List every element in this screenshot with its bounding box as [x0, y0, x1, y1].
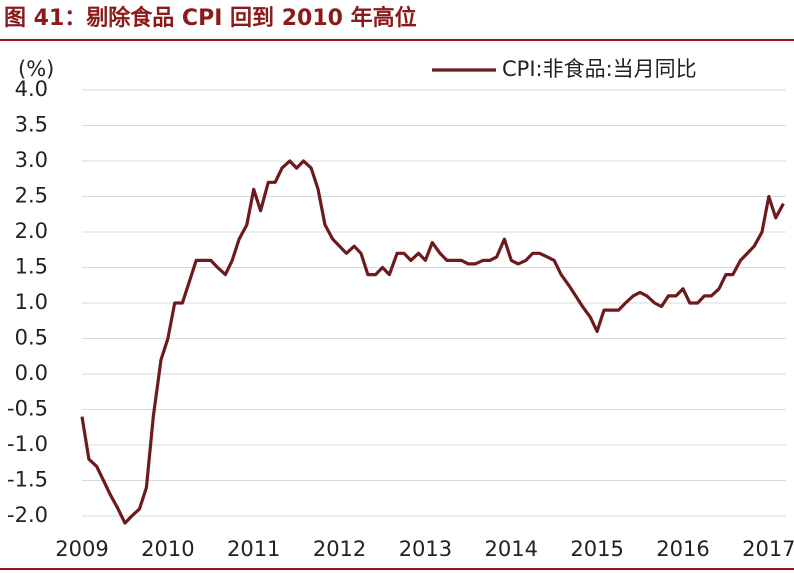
- x-tick-label: 2016: [656, 537, 709, 561]
- y-tick-label: 3.0: [15, 148, 48, 172]
- x-tick-label: 2015: [570, 537, 623, 561]
- y-tick-label: 0.5: [15, 326, 48, 350]
- x-tick-label: 2013: [399, 537, 452, 561]
- x-tick-label: 2011: [227, 537, 280, 561]
- x-tick-label: 2009: [55, 537, 108, 561]
- y-tick-label: 4.0: [15, 77, 48, 101]
- y-axis-label: (%): [18, 57, 54, 81]
- y-tick-label: -1.0: [7, 432, 48, 456]
- chart-title: 图 41：剔除食品 CPI 回到 2010 年高位: [4, 5, 417, 31]
- legend-label: CPI:非食品:当月同比: [502, 57, 697, 81]
- y-tick-label: 0.0: [15, 361, 48, 385]
- y-tick-label: 1.0: [15, 290, 48, 314]
- y-tick-label: -2.0: [7, 503, 48, 527]
- data-line: [80, 159, 785, 525]
- y-tick-label: -0.5: [7, 397, 48, 421]
- x-tick-label: 2012: [313, 537, 366, 561]
- x-tick-label: 2010: [141, 537, 194, 561]
- y-tick-label: 2.0: [15, 219, 48, 243]
- y-tick-label: 1.5: [15, 255, 48, 279]
- y-tick-label: 2.5: [15, 184, 48, 208]
- x-tick-label: 2014: [485, 537, 538, 561]
- x-tick-label: 2017: [742, 537, 794, 561]
- y-tick-label: -1.5: [7, 468, 48, 492]
- y-tick-label: 3.5: [15, 113, 48, 137]
